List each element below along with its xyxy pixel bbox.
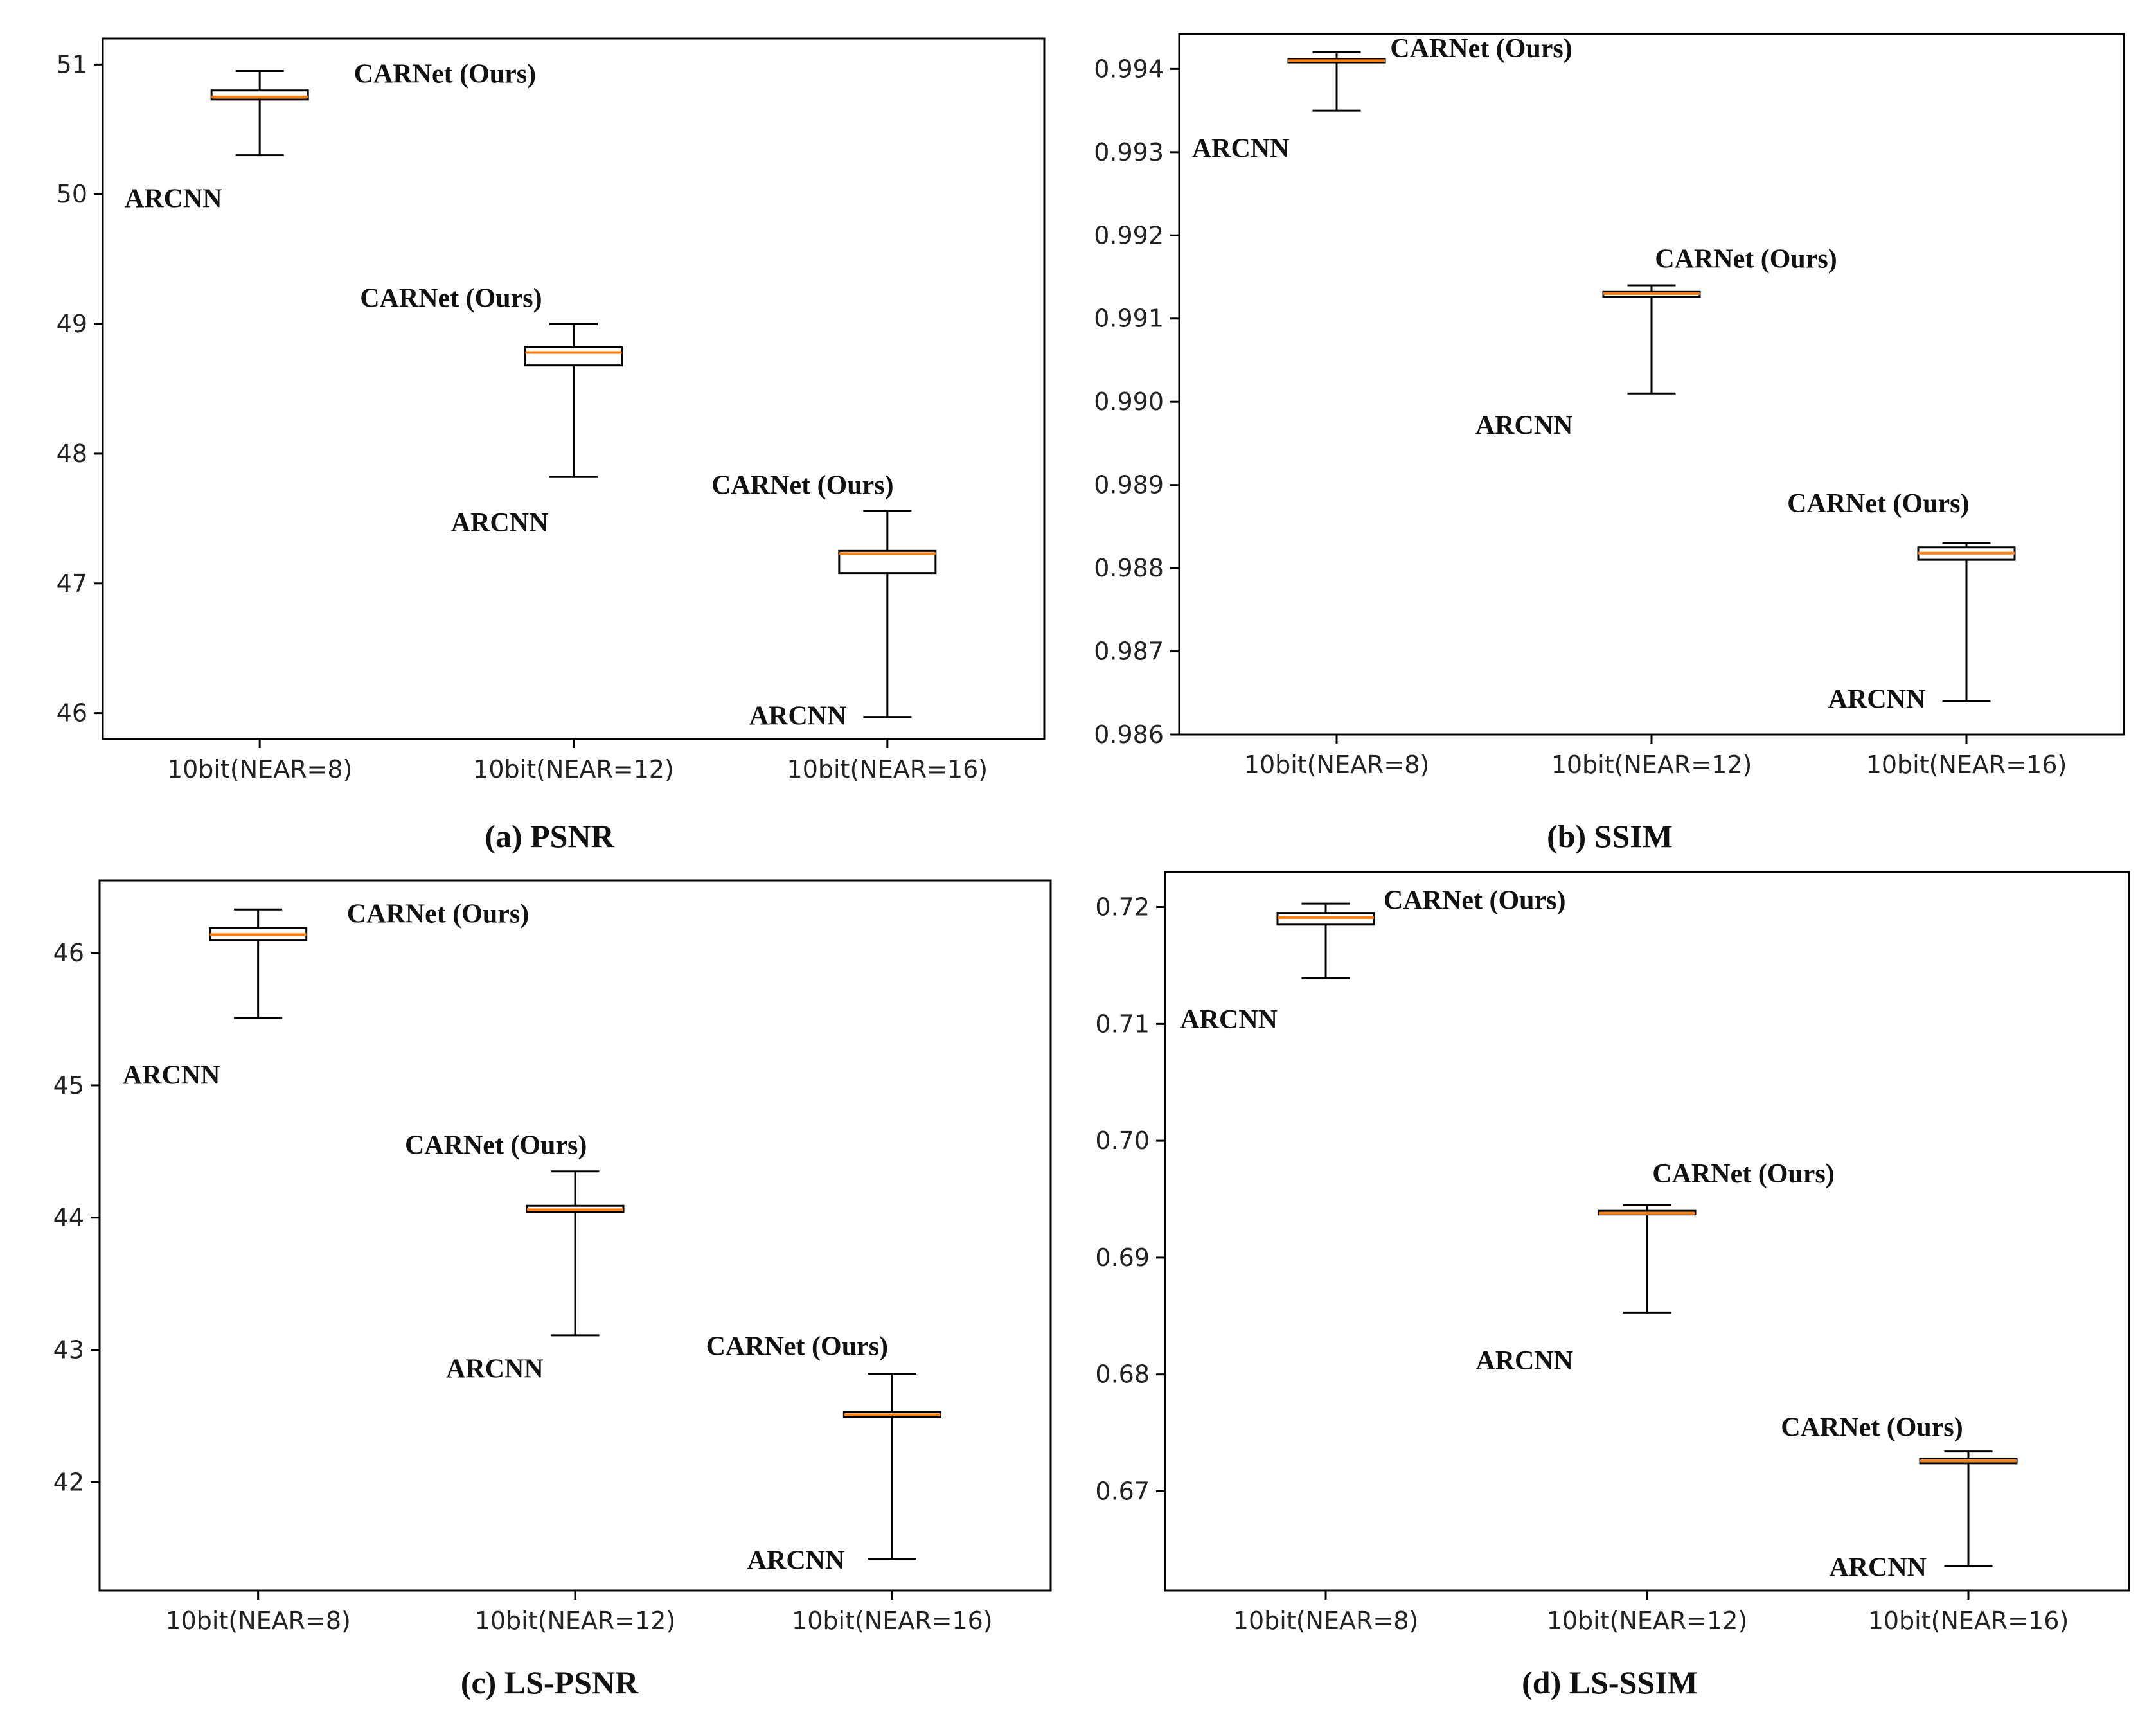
panel-caption: (d) LS-SSIM xyxy=(1522,1664,1698,1700)
x-tick-label: 10bit(NEAR=8) xyxy=(165,1607,350,1635)
x-tick-label: 10bit(NEAR=16) xyxy=(787,755,988,783)
annotation-carnet: CARNet (Ours) xyxy=(354,60,536,89)
annotation-arcnn: ARCNN xyxy=(749,702,847,731)
x-tick-label: 10bit(NEAR=16) xyxy=(792,1607,993,1635)
panel-c-ls-psnr: 42 43 44 45 46 10bit(NEAR=8) 10bit(NEAR=12) 10b… xyxy=(53,879,1052,1700)
y-tick-label: 0.986 xyxy=(1094,720,1164,749)
box-1 xyxy=(1287,51,1386,112)
panel-caption: (a) PSNR xyxy=(485,818,614,854)
box-2 xyxy=(524,323,623,478)
panel-d-ls-ssim: 0.67 0.68 0.69 0.70 0.71 0.72 10bit(NEAR=8) 10b… xyxy=(1095,871,2130,1700)
y-tick-label: 0.68 xyxy=(1095,1360,1150,1389)
panel-a-psnr: 46 47 48 49 50 51 10bit(NEAR=8) 10bit(NEAR=12) 1… xyxy=(57,37,1046,854)
x-tick-label: 10bit(NEAR=8) xyxy=(1244,751,1429,779)
y-tick-label: 46 xyxy=(53,939,84,967)
y-tick-label: 44 xyxy=(53,1204,84,1232)
annotation-carnet: CARNet (Ours) xyxy=(360,284,542,314)
annotation-arcnn: ARCNN xyxy=(123,1060,220,1090)
annotation-carnet: CARNet (Ours) xyxy=(1652,1159,1834,1189)
y-tick-label: 47 xyxy=(57,569,87,598)
y-tick-label: 46 xyxy=(57,699,87,727)
y-tick-label: 0.988 xyxy=(1094,554,1164,582)
y-tick-label: 51 xyxy=(57,50,87,78)
annotation-carnet: CARNet (Ours) xyxy=(1787,489,1969,519)
annotation-arcnn: ARCNN xyxy=(125,184,222,213)
y-tick-label: 0.994 xyxy=(1094,55,1164,83)
panel-b-ssim: 0.986 0.987 0.988 0.989 0.990 0.991 0.992 0.993… xyxy=(1094,33,2125,854)
y-tick-label: 0.990 xyxy=(1094,388,1164,416)
y-tick-label: 50 xyxy=(57,180,87,208)
annotation-carnet: CARNet (Ours) xyxy=(1384,886,1565,916)
annotation-arcnn: ARCNN xyxy=(1192,134,1290,163)
annotation-arcnn: ARCNN xyxy=(1828,684,1926,714)
box-3 xyxy=(838,510,937,718)
annotation-arcnn: ARCNN xyxy=(1180,1005,1278,1035)
y-tick-label: 0.70 xyxy=(1095,1127,1150,1155)
x-tick-label: 10bit(NEAR=12) xyxy=(475,1607,676,1635)
x-tick-label: 10bit(NEAR=8) xyxy=(1233,1607,1418,1635)
annotation-arcnn: ARCNN xyxy=(446,1354,544,1384)
annotation-carnet: CARNet (Ours) xyxy=(1781,1413,1963,1442)
y-tick-label: 49 xyxy=(57,310,87,338)
panel-caption: (c) LS-PSNR xyxy=(461,1664,639,1700)
annotation-carnet: CARNet (Ours) xyxy=(1655,245,1837,274)
annotation-arcnn: ARCNN xyxy=(451,508,549,538)
annotation-arcnn: ARCNN xyxy=(1475,411,1573,440)
box-1 xyxy=(1276,902,1375,979)
x-tick-label: 10bit(NEAR=12) xyxy=(1551,751,1752,779)
y-tick-label: 48 xyxy=(57,440,87,468)
annotation-arcnn: ARCNN xyxy=(1475,1346,1573,1376)
annotation-carnet: CARNet (Ours) xyxy=(711,470,893,500)
box-2 xyxy=(526,1170,625,1337)
y-tick-label: 0.67 xyxy=(1095,1477,1150,1505)
x-tick-label: 10bit(NEAR=16) xyxy=(1868,1607,2069,1635)
y-tick-label: 0.989 xyxy=(1094,471,1164,499)
y-tick-label: 0.991 xyxy=(1094,305,1164,333)
x-tick-label: 10bit(NEAR=8) xyxy=(167,755,352,783)
y-tick-label: 45 xyxy=(53,1071,84,1100)
y-tick-label: 42 xyxy=(53,1468,84,1496)
box-1 xyxy=(210,69,309,157)
box-1 xyxy=(209,908,308,1019)
x-tick-label: 10bit(NEAR=16) xyxy=(1866,751,2067,779)
y-tick-label: 0.69 xyxy=(1095,1244,1150,1272)
panel-caption: (b) SSIM xyxy=(1547,818,1673,854)
annotation-carnet: CARNet (Ours) xyxy=(1390,34,1572,64)
annotation-arcnn: ARCNN xyxy=(1829,1553,1927,1583)
box-3 xyxy=(842,1373,941,1560)
annotation-carnet: CARNet (Ours) xyxy=(347,899,529,929)
y-tick-label: 0.71 xyxy=(1095,1010,1150,1038)
y-tick-label: 43 xyxy=(53,1335,84,1364)
annotation-carnet: CARNet (Ours) xyxy=(405,1131,587,1161)
x-tick-label: 10bit(NEAR=12) xyxy=(473,755,674,783)
box-3 xyxy=(1919,1450,2018,1567)
y-tick-label: 0.72 xyxy=(1095,893,1150,922)
y-tick-label: 0.993 xyxy=(1094,138,1164,166)
y-tick-label: 0.987 xyxy=(1094,638,1164,666)
box-2 xyxy=(1598,1204,1697,1314)
annotation-carnet: CARNet (Ours) xyxy=(706,1332,888,1361)
annotation-arcnn: ARCNN xyxy=(747,1546,845,1576)
y-tick-label: 0.992 xyxy=(1094,221,1164,249)
box-iqr xyxy=(524,346,623,367)
box-3 xyxy=(1917,542,2016,702)
box-2 xyxy=(1602,284,1701,395)
x-tick-label: 10bit(NEAR=12) xyxy=(1547,1607,1748,1635)
